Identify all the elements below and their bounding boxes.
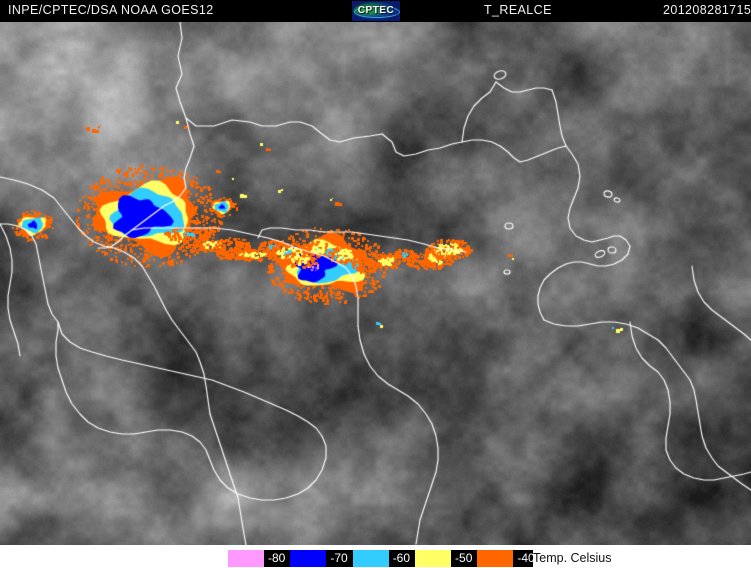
legend-units-label: Temp. Celsius [533,550,612,567]
legend-swatch-minus40 [477,550,514,567]
legend-label-minus60: -60 [388,550,416,567]
legend-label-minus70: -70 [326,550,353,567]
header-source-label: INPE/CPTEC/DSA NOAA GOES12 [8,3,214,17]
satellite-infrared-canvas [0,22,751,545]
satellite-image-area [0,22,751,545]
globe-ring-icon [354,6,400,18]
header-bar: INPE/CPTEC/DSA NOAA GOES12 CPTEC T_REALC… [0,0,751,22]
header-timestamp-label: 201208281715 [663,3,751,17]
legend-swatch-minus60 [352,550,389,567]
header-product-label: T_REALCE [484,3,552,17]
legend-swatch-minus70 [290,550,327,567]
legend-label-minus80: -80 [264,550,291,567]
cptec-logo-text: CPTEC [357,5,395,16]
legend-swatch-minus80 [228,550,264,567]
cptec-globe-logo: CPTEC [352,1,400,21]
legend-swatch-minus50 [415,550,452,567]
temperature-color-legend: -80-70-60-50-40-30 [228,550,567,567]
legend-label-minus50: -50 [451,550,478,567]
